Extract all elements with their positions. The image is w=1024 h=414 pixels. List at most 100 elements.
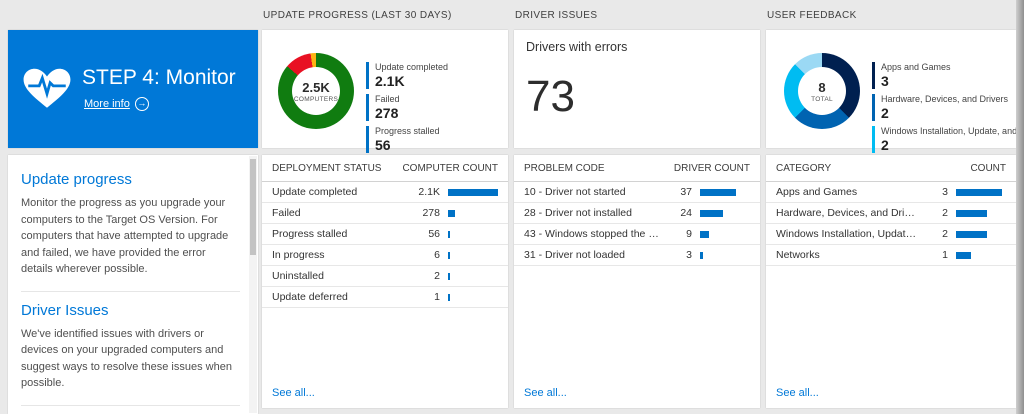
row-count: 2 bbox=[942, 228, 948, 240]
legend-label: Apps and Games bbox=[881, 62, 951, 72]
right-edge-gutter bbox=[1016, 0, 1024, 414]
legend-value: 2 bbox=[881, 104, 889, 121]
see-all-link[interactable]: See all... bbox=[272, 387, 315, 399]
legend-item: Windows Installation, Update, and... 2 bbox=[872, 125, 1024, 153]
legend-item: Hardware, Devices, and Drivers 2 bbox=[872, 93, 1024, 121]
table-row[interactable]: 28 - Driver not installed 24 bbox=[514, 203, 760, 224]
table-row[interactable]: Windows Installation, Update,... 2 bbox=[766, 224, 1016, 245]
row-label: 43 - Windows stopped the devi... bbox=[524, 228, 662, 240]
row-label: 31 - Driver not loaded bbox=[524, 249, 625, 261]
donut-center-label: TOTAL bbox=[811, 95, 833, 103]
scrollbar[interactable] bbox=[249, 156, 257, 413]
row-label: Uninstalled bbox=[272, 270, 324, 282]
feedback-section: Feedback Review the feedback submitted b… bbox=[21, 404, 240, 414]
see-all-link[interactable]: See all... bbox=[524, 387, 567, 399]
scrollbar-thumb[interactable] bbox=[250, 159, 256, 255]
count-bar bbox=[700, 251, 703, 259]
legend-value: 3 bbox=[881, 72, 889, 89]
row-count: 2.1K bbox=[418, 186, 440, 198]
more-info-label: More info bbox=[84, 97, 130, 110]
row-count: 3 bbox=[942, 186, 948, 198]
arrow-right-icon: → bbox=[134, 96, 149, 111]
row-label: Progress stalled bbox=[272, 228, 348, 240]
legend-item: Apps and Games 3 bbox=[872, 62, 1024, 89]
row-bar-wrap bbox=[956, 209, 1006, 217]
update-progress-donut-center: 2.5K COMPUTERS bbox=[292, 67, 340, 115]
user-feedback-chart-card[interactable]: 8 TOTAL Apps and Games 3 Hardware, Devic… bbox=[766, 30, 1024, 153]
table-row[interactable]: Networks 1 bbox=[766, 245, 1016, 266]
count-bar bbox=[956, 251, 972, 259]
driver-issues-section-heading: Driver Issues bbox=[21, 301, 109, 319]
legend-color-bar bbox=[872, 62, 875, 89]
donut-center-label: COMPUTERS bbox=[293, 95, 339, 103]
legend-label: Windows Installation, Update, and... bbox=[881, 125, 1024, 136]
user-feedback-donut-chart: 8 TOTAL bbox=[784, 53, 860, 129]
table-row[interactable]: Update completed 2.1K bbox=[262, 182, 508, 203]
user-feedback-header: USER FEEDBACK bbox=[767, 10, 857, 21]
legend-value: 56 bbox=[375, 136, 391, 153]
table-row[interactable]: 31 - Driver not loaded 3 bbox=[514, 245, 760, 266]
row-count: 2 bbox=[942, 207, 948, 219]
row-label: Networks bbox=[776, 249, 820, 261]
donut-center-value: 2.5K bbox=[302, 79, 330, 95]
legend-color-bar bbox=[366, 125, 369, 153]
row-bar-wrap bbox=[956, 230, 1006, 238]
step-4-monitor-tile[interactable]: STEP 4: Monitor More info → bbox=[8, 30, 258, 148]
count-bar bbox=[448, 251, 450, 259]
legend-item: Progress stalled 56 bbox=[366, 125, 448, 153]
drivers-with-errors-label: Drivers with errors bbox=[526, 40, 628, 54]
column-header: COUNT bbox=[970, 162, 1006, 174]
row-bar-wrap bbox=[448, 251, 498, 259]
update-progress-section-heading: Update progress bbox=[21, 171, 132, 188]
driver-issues-section: Driver Issues We've identified issues wi… bbox=[21, 290, 240, 405]
row-bar-wrap bbox=[448, 293, 498, 301]
update-progress-table-card: DEPLOYMENT STATUS COMPUTER COUNT Update … bbox=[262, 155, 508, 408]
row-bar-wrap bbox=[956, 188, 1006, 196]
row-count: 1 bbox=[434, 291, 440, 303]
legend-label: Failed bbox=[375, 93, 400, 104]
driver-issues-chart-card[interactable]: Drivers with errors 73 bbox=[514, 30, 760, 148]
row-bar-wrap bbox=[700, 188, 750, 196]
row-count: 56 bbox=[428, 228, 440, 240]
legend-color-bar bbox=[872, 125, 875, 153]
user-feedback-donut-center: 8 TOTAL bbox=[798, 67, 846, 115]
legend-value: 2.1K bbox=[375, 72, 405, 89]
table-row[interactable]: Failed 278 bbox=[262, 203, 508, 224]
table-row[interactable]: 10 - Driver not started 37 bbox=[514, 182, 760, 203]
row-bar-wrap bbox=[700, 251, 750, 259]
row-label: In progress bbox=[272, 249, 325, 261]
see-all-link[interactable]: See all... bbox=[776, 387, 819, 399]
row-bar-wrap bbox=[448, 230, 498, 238]
legend-color-bar bbox=[872, 93, 875, 121]
row-label: Update completed bbox=[272, 186, 358, 198]
count-bar bbox=[956, 230, 987, 238]
count-bar bbox=[700, 209, 724, 217]
row-count: 9 bbox=[686, 228, 692, 240]
row-label: Apps and Games bbox=[776, 186, 858, 198]
legend-label: Update completed bbox=[375, 62, 449, 72]
update-progress-chart-card[interactable]: 2.5K COMPUTERS Update completed 2.1K Fai… bbox=[262, 30, 508, 153]
legend-value: 2 bbox=[881, 136, 889, 153]
update-progress-legend: Update completed 2.1K Failed 278 Progres… bbox=[366, 62, 448, 158]
table-row[interactable]: Apps and Games 3 bbox=[766, 182, 1016, 203]
table-row[interactable]: Uninstalled 2 bbox=[262, 266, 508, 287]
table-row[interactable]: 43 - Windows stopped the devi... 9 bbox=[514, 224, 760, 245]
count-bar bbox=[448, 209, 455, 217]
column-header: PROBLEM CODE bbox=[524, 162, 605, 174]
update-progress-header: UPDATE PROGRESS (LAST 30 DAYS) bbox=[263, 10, 452, 21]
table-row[interactable]: Hardware, Devices, and Drivers 2 bbox=[766, 203, 1016, 224]
table-row[interactable]: Update deferred 1 bbox=[262, 287, 508, 308]
count-bar bbox=[448, 230, 450, 238]
table-row[interactable]: Progress stalled 56 bbox=[262, 224, 508, 245]
more-info-link[interactable]: More info → bbox=[84, 96, 149, 111]
table-row[interactable]: In progress 6 bbox=[262, 245, 508, 266]
count-bar bbox=[956, 209, 987, 217]
update-progress-donut-chart: 2.5K COMPUTERS bbox=[278, 53, 354, 129]
count-bar bbox=[448, 188, 498, 196]
row-label: Windows Installation, Update,... bbox=[776, 228, 918, 240]
column-header: CATEGORY bbox=[776, 162, 832, 174]
row-count: 37 bbox=[680, 186, 692, 198]
heartbeat-icon bbox=[23, 68, 71, 108]
legend-label: Hardware, Devices, and Drivers bbox=[881, 93, 1009, 104]
